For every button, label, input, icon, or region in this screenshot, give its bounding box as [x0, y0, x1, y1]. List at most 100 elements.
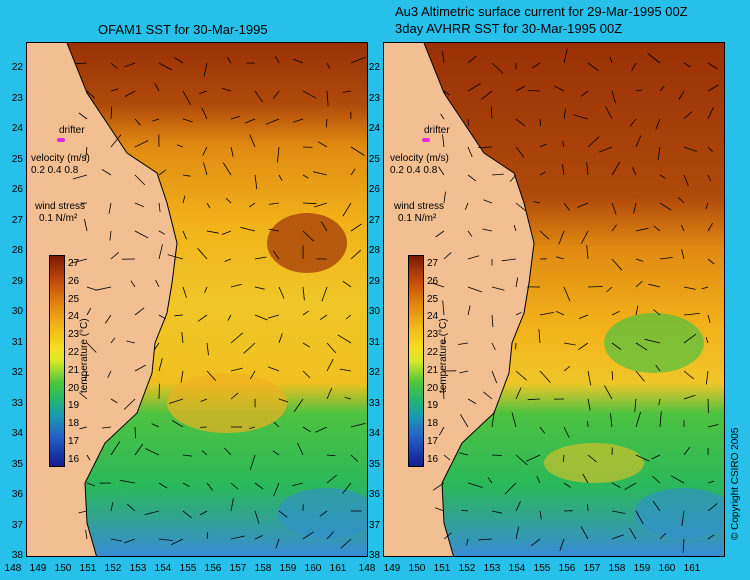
- velocity-arrow: [202, 146, 208, 156]
- velocity-arrow: [78, 112, 88, 120]
- velocity-arrow: [275, 538, 280, 549]
- velocity-arrow: [652, 500, 661, 512]
- velocity-arrow: [182, 454, 193, 457]
- velocity-arrow: [302, 174, 309, 179]
- latitude-label: 29: [11, 275, 23, 287]
- velocity-arrow: [134, 174, 146, 186]
- velocity-arrow: [707, 222, 713, 232]
- velocity-arrow: [317, 141, 328, 148]
- latitude-label: 34: [368, 428, 380, 439]
- left-velocity-arrows: [71, 56, 366, 549]
- velocity-arrow: [182, 118, 193, 123]
- velocity-arrow: [230, 146, 234, 157]
- velocity-arrow: [180, 370, 184, 383]
- velocity-arrow: [302, 90, 317, 99]
- velocity-arrow: [467, 83, 482, 92]
- velocity-arrow: [206, 532, 209, 540]
- velocity-arrow: [134, 140, 149, 148]
- velocity-arrow: [254, 256, 267, 260]
- colorbar-tick-label: 24: [68, 311, 80, 323]
- velocity-arrow: [278, 174, 283, 181]
- velocity-arrow: [350, 454, 358, 462]
- velocity-arrow: [539, 171, 546, 176]
- colorbar-tick-label: 20: [68, 382, 80, 394]
- velocity-arrow: [611, 342, 622, 350]
- colorbar-tick-label: 21: [68, 364, 80, 376]
- latitude-label: 30: [368, 306, 380, 317]
- velocity-arrow: [249, 454, 256, 470]
- velocity-arrow: [158, 244, 163, 260]
- velocity-arrow: [573, 114, 589, 120]
- latitude-label: 25: [368, 153, 380, 165]
- velocity-arrow: [104, 314, 112, 324]
- velocity-arrow: [84, 218, 88, 232]
- velocity-arrow: [302, 370, 311, 379]
- velocity-arrow: [278, 286, 285, 299]
- velocity-arrow: [273, 421, 280, 428]
- latitude-label: 31: [11, 336, 23, 348]
- velocity-arrow: [467, 286, 483, 293]
- colorbar-tick-label: 25: [427, 293, 439, 305]
- velocity-arrow: [635, 227, 649, 232]
- velocity-arrow: [611, 258, 623, 271]
- velocity-arrow: [467, 255, 480, 260]
- velocity-arrow: [124, 538, 136, 544]
- velocity-arrow: [578, 314, 589, 319]
- velocity-arrow: [611, 482, 621, 488]
- velocity-arrow: [109, 230, 112, 241]
- velocity-arrow: [206, 482, 213, 491]
- colorbar-tick-label: 16: [68, 453, 80, 465]
- velocity-arrow: [86, 90, 95, 99]
- velocity-arrow: [249, 134, 256, 148]
- velocity-arrow: [491, 454, 502, 456]
- right-sst-field: [423, 43, 724, 556]
- velocity-arrow: [653, 309, 661, 316]
- velocity-arrow: [611, 510, 626, 514]
- velocity-arrow: [707, 534, 715, 540]
- velocity-arrow: [124, 62, 136, 68]
- velocity-arrow: [314, 202, 328, 208]
- velocity-arrow: [655, 364, 661, 372]
- velocity-arrow: [648, 283, 661, 288]
- velocity-arrow: [634, 398, 637, 413]
- velocity-arrow: [563, 365, 571, 372]
- velocity-arrow: [467, 118, 469, 126]
- velocity-arrow: [326, 90, 329, 106]
- longitude-label: 156: [204, 563, 222, 574]
- latitude-label: 33: [368, 397, 380, 409]
- velocity-arrow: [201, 107, 208, 120]
- velocity-arrow: [95, 286, 112, 291]
- velocity-arrow: [350, 423, 366, 428]
- left-panel-title: OFAM1 SST for 30-Mar-1995: [98, 22, 268, 37]
- longitude-label: 160: [658, 563, 676, 574]
- velocity-arrow: [483, 199, 493, 204]
- velocity-arrow: [515, 85, 526, 92]
- left-sst-field: [66, 43, 367, 556]
- longitude-label: 150: [54, 563, 72, 574]
- velocity-arrow: [611, 202, 617, 215]
- velocity-arrow: [555, 310, 565, 316]
- velocity-arrow: [707, 480, 715, 484]
- velocity-arrow: [647, 52, 661, 64]
- longitude-label: 148: [358, 563, 376, 574]
- velocity-arrow: [272, 90, 280, 99]
- velocity-arrow: [629, 527, 637, 540]
- velocity-arrow: [326, 342, 337, 354]
- velocity-arrow: [134, 443, 144, 456]
- velocity-arrow: [467, 146, 473, 158]
- velocity-arrow: [85, 370, 88, 381]
- velocity-arrow: [707, 503, 718, 512]
- velocity-arrow: [110, 88, 119, 92]
- velocity-arrow: [707, 258, 715, 265]
- right-wind-scale: 0.1 N/m²: [398, 213, 437, 224]
- latitude-label: 24: [11, 123, 23, 134]
- velocity-arrow: [467, 174, 477, 182]
- velocity-arrow: [515, 311, 522, 316]
- velocity-arrow: [110, 134, 122, 148]
- velocity-arrow: [313, 171, 328, 176]
- velocity-arrow: [562, 163, 565, 176]
- longitude-label: 151: [433, 563, 451, 574]
- velocity-arrow: [152, 118, 160, 122]
- velocity-arrow: [563, 48, 568, 64]
- velocity-arrow: [350, 168, 356, 176]
